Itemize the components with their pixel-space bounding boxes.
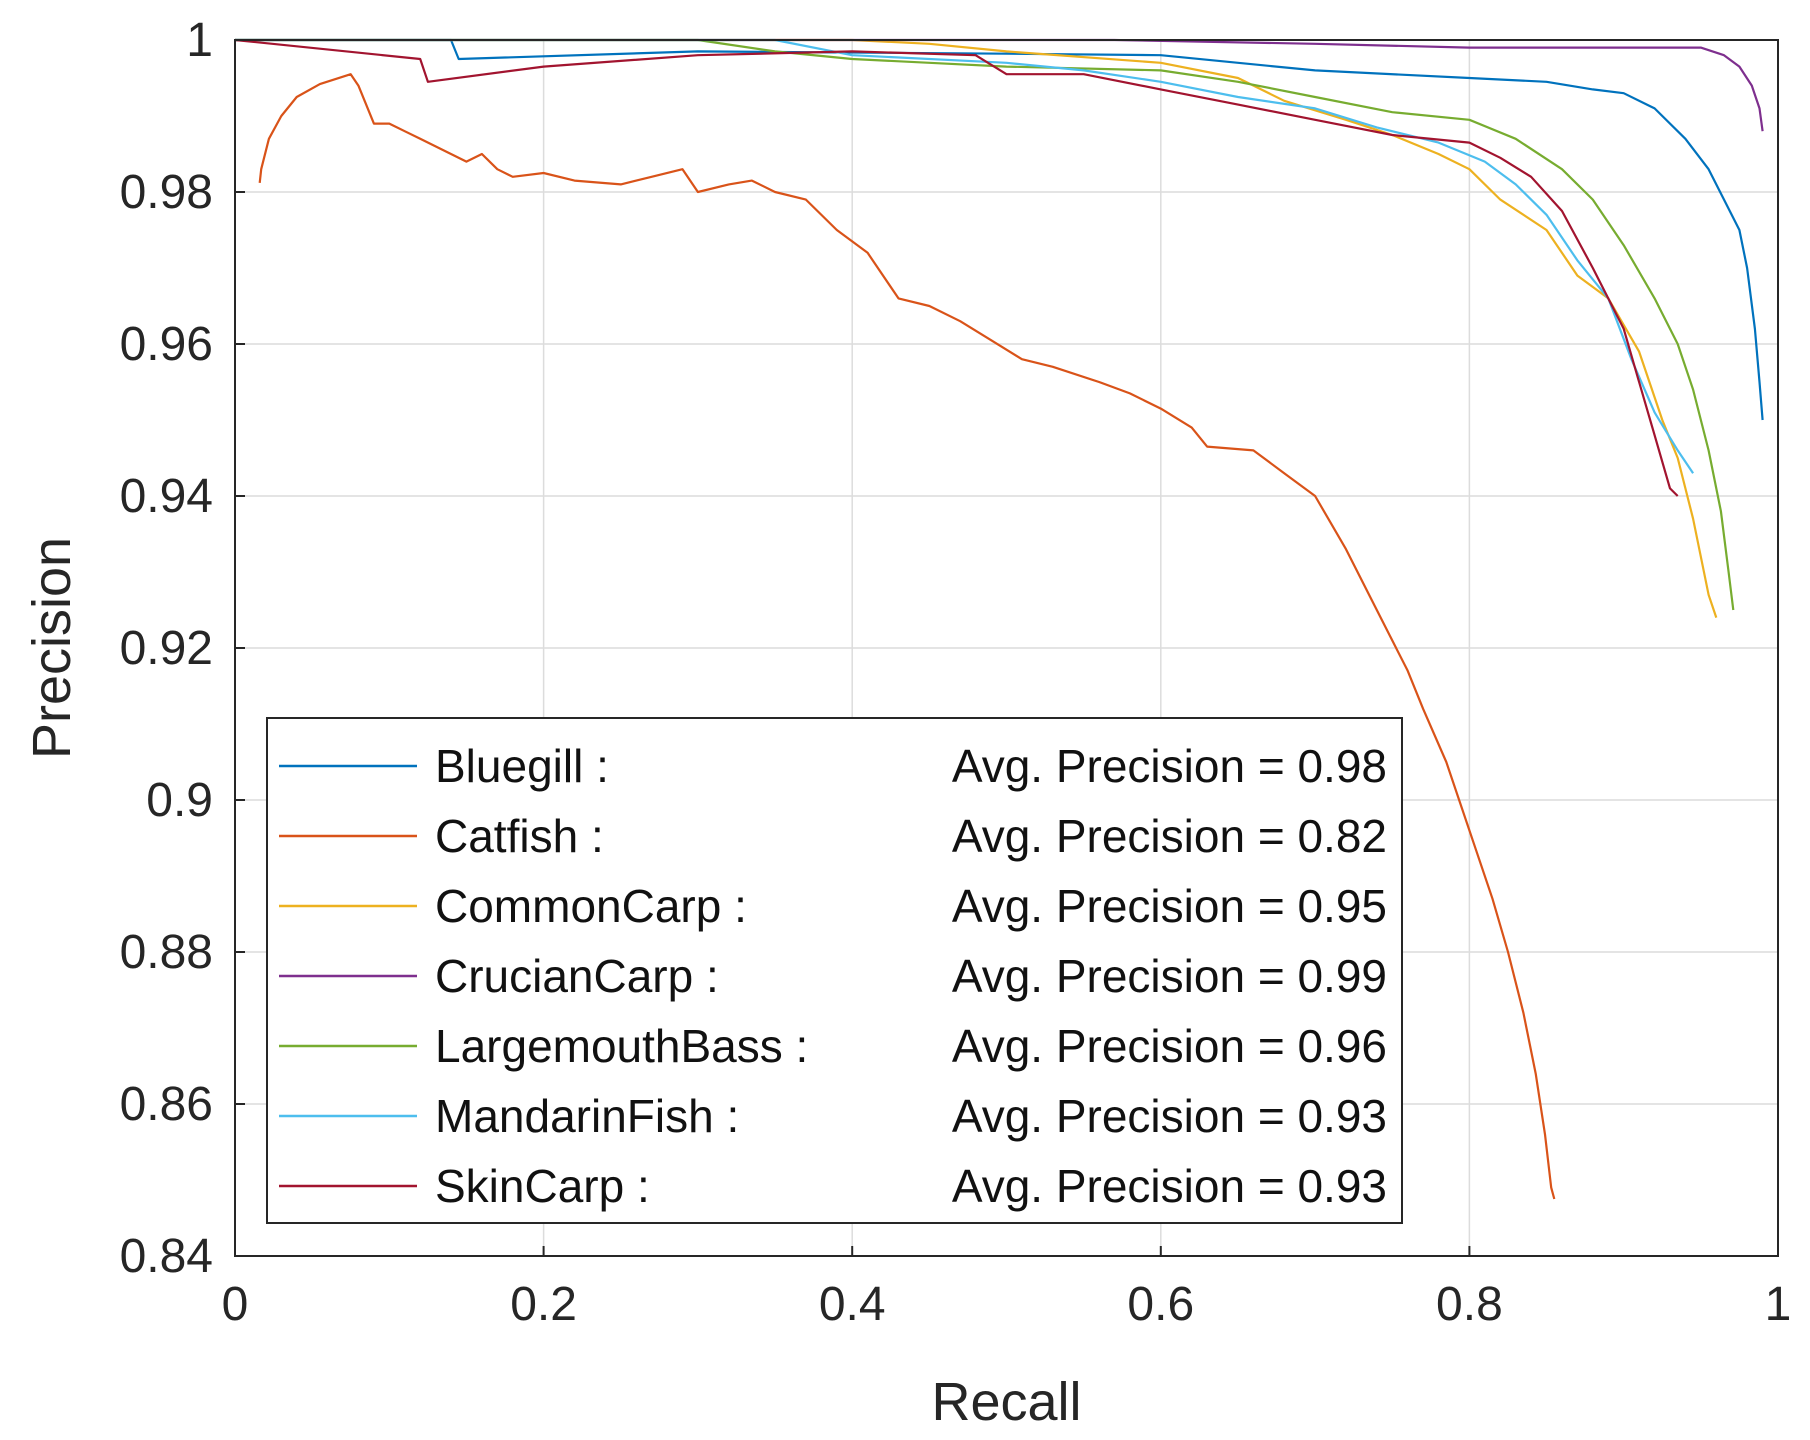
series-line-1 — [235, 38, 1764, 421]
legend-avg-precision: Avg. Precision = 0.93 — [952, 1090, 1387, 1142]
x-tick-label: 0.8 — [1436, 1278, 1503, 1331]
legend-series-name: Catfish : — [435, 810, 604, 862]
legend-series-name: Bluegill : — [435, 740, 609, 792]
y-axis-label: Precision — [22, 537, 82, 759]
x-tick-label: 0.6 — [1127, 1278, 1194, 1331]
series-line-2 — [258, 73, 1556, 1200]
series-line-4 — [235, 38, 1764, 132]
y-tick-label: 1 — [186, 14, 213, 67]
y-tick-label: 0.98 — [120, 166, 213, 219]
x-axis-label: Recall — [931, 1372, 1081, 1432]
legend-box — [266, 717, 1403, 1224]
legend: Bluegill : Avg. Precision = 0.98 Catfish :… — [266, 717, 1403, 1224]
y-tick-label: 0.88 — [120, 926, 213, 979]
y-tick-label: 0.94 — [120, 470, 213, 523]
legend-series-name: CrucianCarp : — [435, 950, 719, 1002]
y-tick-label: 0.9 — [146, 774, 213, 827]
x-tick-label: 0 — [222, 1278, 249, 1331]
legend-series-name: CommonCarp : — [435, 880, 747, 932]
y-tick-label: 0.96 — [120, 318, 213, 371]
legend-avg-precision: Avg. Precision = 0.93 — [952, 1160, 1387, 1212]
legend-avg-precision: Avg. Precision = 0.99 — [952, 950, 1387, 1002]
x-tick-label: 0.2 — [510, 1278, 577, 1331]
tick-labels: 0 0.2 0.4 0.6 0.8 1 0.84 0.86 0.88 0.9 0.92 0.94 0.9… — [120, 14, 1792, 1331]
x-tick-label: 0.4 — [819, 1278, 886, 1331]
y-tick-label: 0.84 — [120, 1230, 213, 1283]
legend-avg-precision: Avg. Precision = 0.95 — [952, 880, 1387, 932]
x-tick-label: 1 — [1765, 1278, 1792, 1331]
legend-series-name: MandarinFish : — [435, 1090, 739, 1142]
y-tick-label: 0.86 — [120, 1078, 213, 1131]
legend-series-name: LargemouthBass : — [435, 1020, 808, 1072]
y-tick-label: 0.92 — [120, 622, 213, 675]
data-series — [234, 38, 1764, 1200]
series-line-7 — [234, 38, 1679, 497]
series-line-3 — [235, 38, 1718, 618]
series-line-5 — [235, 38, 1735, 611]
legend-series-name: SkinCarp : — [435, 1160, 650, 1212]
legend-avg-precision: Avg. Precision = 0.98 — [952, 740, 1387, 792]
legend-avg-precision: Avg. Precision = 0.96 — [952, 1020, 1387, 1072]
legend-avg-precision: Avg. Precision = 0.82 — [952, 810, 1387, 862]
